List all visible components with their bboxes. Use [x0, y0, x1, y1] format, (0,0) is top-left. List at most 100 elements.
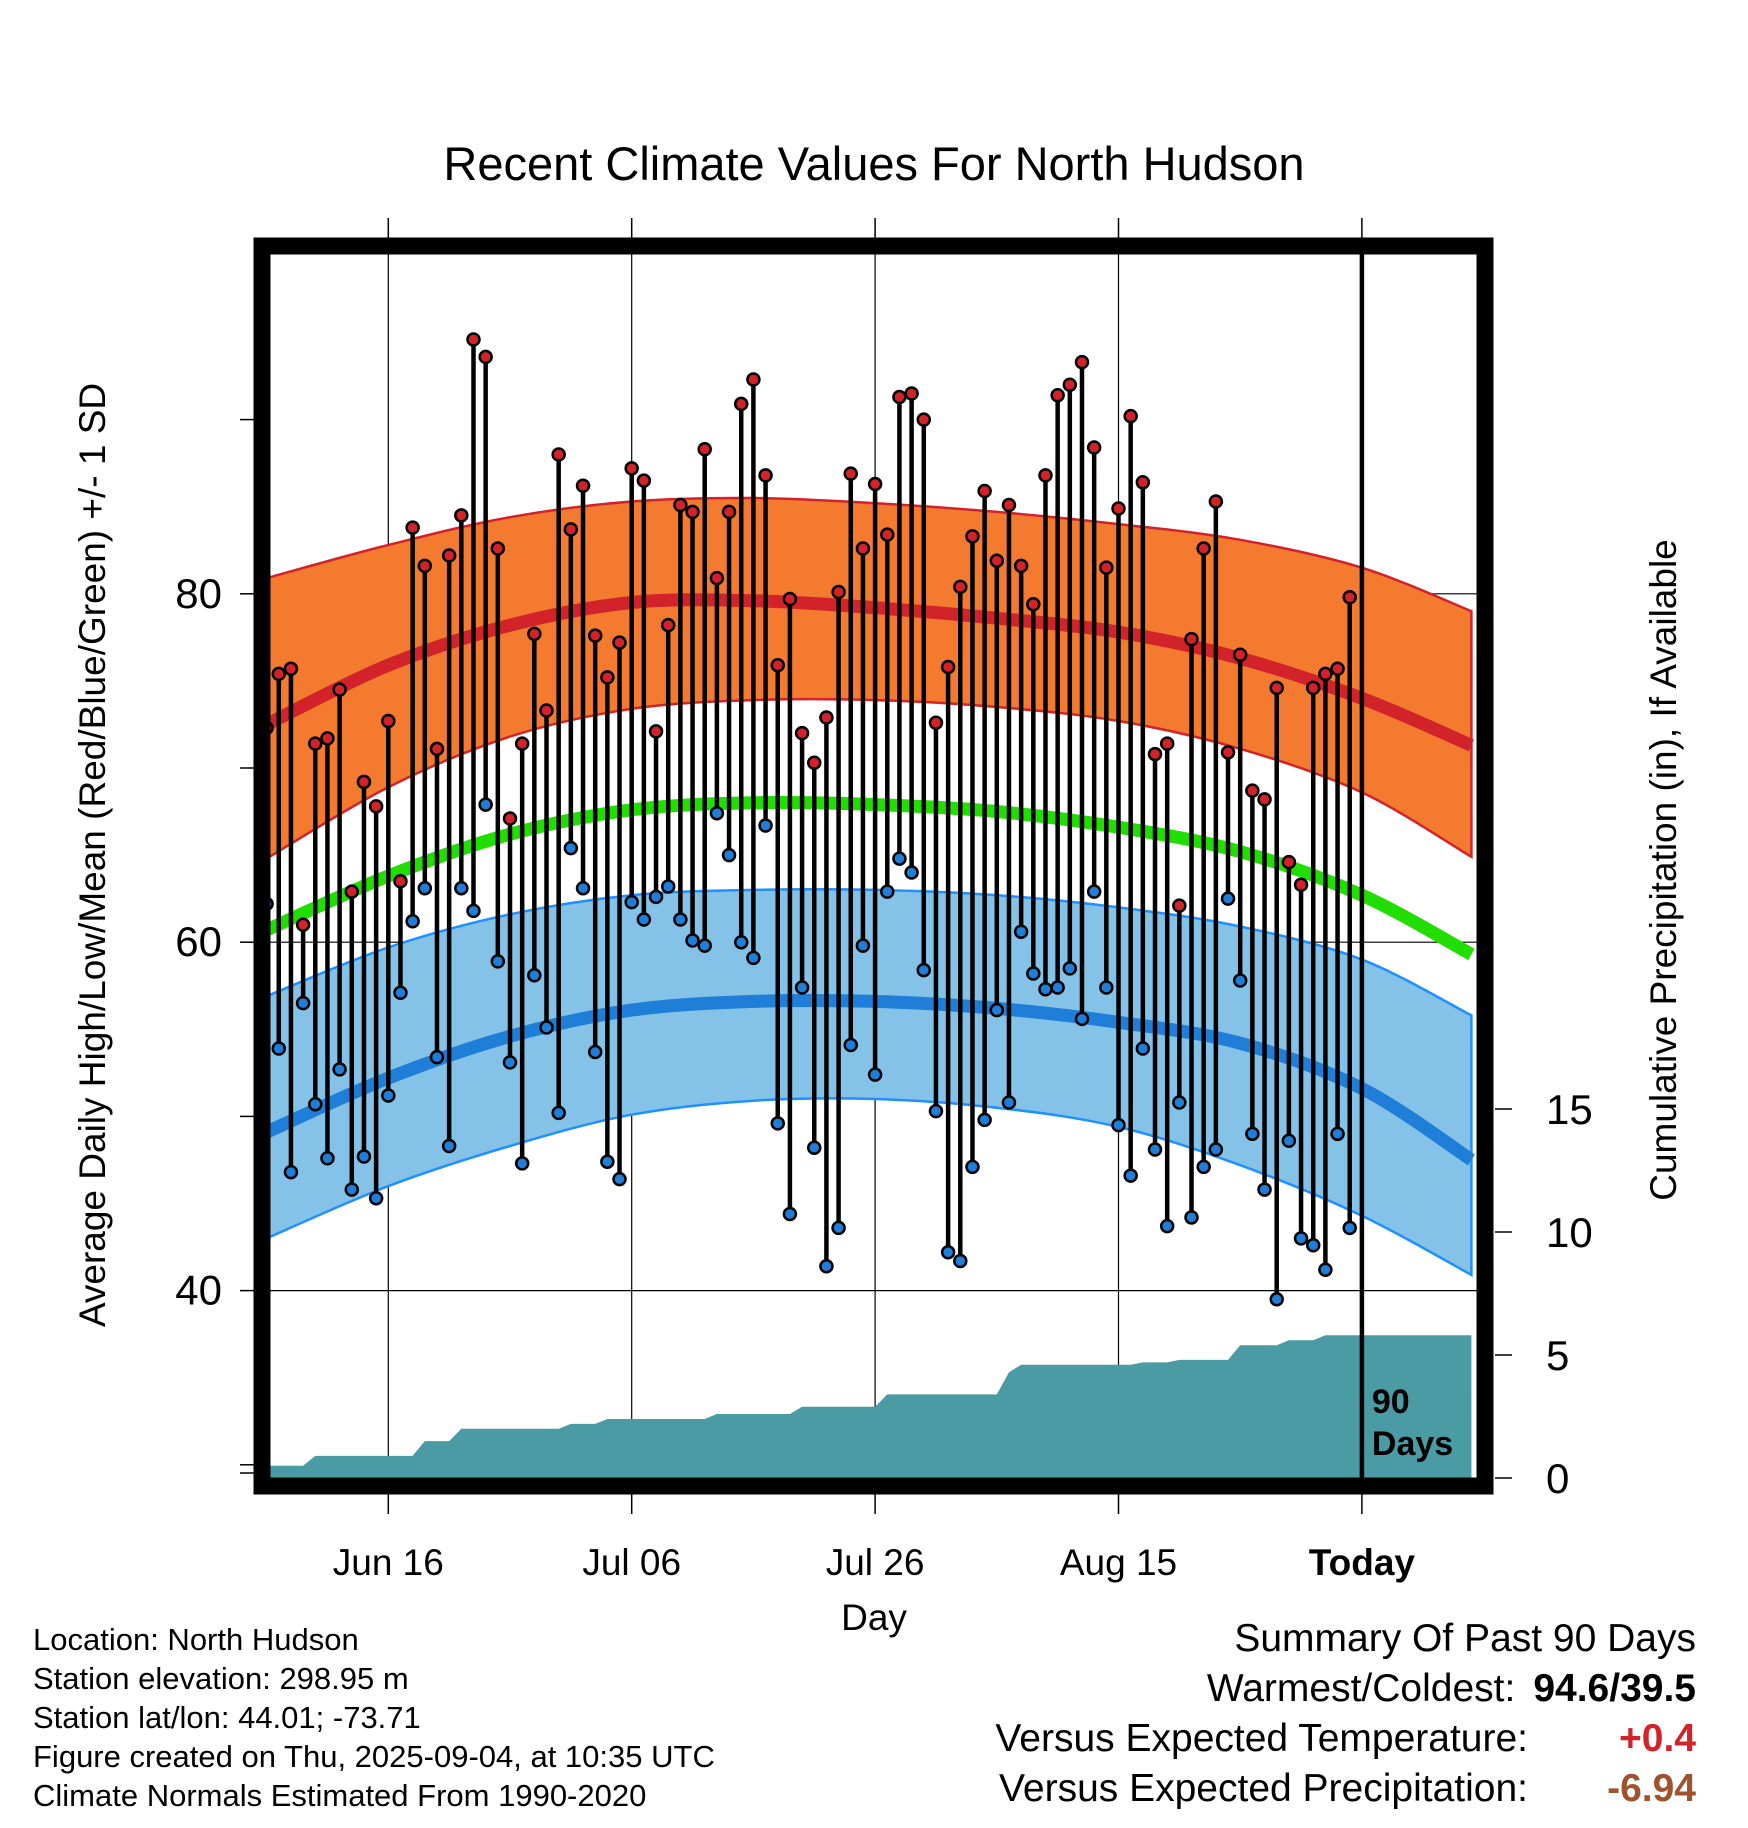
low-point: [1208, 1142, 1224, 1157]
high-point: [1062, 377, 1078, 393]
y2-tick-label: 15: [1546, 1086, 1593, 1133]
low-point: [758, 818, 773, 833]
low-point: [514, 1156, 530, 1171]
high-point: [636, 473, 652, 488]
high-point: [368, 799, 384, 814]
warmest-label: Warmest/Coldest:: [1206, 1667, 1516, 1710]
high-point: [551, 447, 566, 462]
low-point: [344, 1182, 360, 1197]
high-point: [733, 396, 749, 412]
high-point: [429, 741, 445, 757]
low-point: [1330, 1126, 1345, 1142]
low-point: [587, 1044, 603, 1060]
low-point: [356, 1149, 372, 1164]
high-point: [819, 710, 834, 725]
x-tick-label: Jun 16: [333, 1542, 444, 1583]
temp-value: +0.4: [1619, 1717, 1696, 1760]
high-point: [1220, 745, 1236, 760]
warmest-value: 94.6/39.5: [1533, 1667, 1696, 1710]
plot-frame: [253, 237, 1494, 1495]
low-point: [1184, 1210, 1199, 1225]
high-point: [831, 584, 846, 600]
high-point: [1232, 647, 1248, 663]
low-point: [660, 879, 676, 894]
y-tick-label: 60: [175, 918, 222, 965]
high-point: [356, 774, 372, 790]
high-point: [843, 466, 859, 481]
low-point: [271, 1041, 287, 1056]
low-point: [283, 1164, 299, 1180]
low-point: [928, 1103, 944, 1119]
high-point: [1208, 494, 1224, 509]
high-point: [624, 461, 639, 476]
high-point: [709, 570, 725, 586]
high-point: [295, 917, 311, 933]
low-point: [1086, 884, 1102, 899]
y-axis-label: Average Daily High/Low/Mean (Red/Blue/Gr…: [72, 383, 113, 1327]
high-point: [332, 682, 347, 697]
low-point: [831, 1220, 846, 1236]
low-point: [1245, 1126, 1260, 1142]
low-point: [636, 912, 652, 927]
high-point: [466, 332, 481, 347]
high-point: [1135, 475, 1151, 490]
high-point: [1269, 680, 1284, 696]
low-point: [1147, 1142, 1163, 1157]
high-point: [648, 724, 664, 739]
low-point: [1123, 1168, 1138, 1183]
high-point: [1281, 854, 1297, 870]
low-point: [916, 962, 932, 978]
low-point: [904, 865, 919, 880]
low-point: [794, 980, 810, 995]
high-point: [977, 483, 992, 499]
summary-panel: Summary Of Past 90 Days Warmest/Coldest:…: [995, 1614, 1696, 1814]
low-point: [746, 950, 761, 966]
low-point: [1074, 1011, 1090, 1027]
high-point: [612, 635, 627, 650]
latlon-text: Station lat/lon: 44.01; -73.71: [33, 1700, 421, 1735]
precip-label: Versus Expected Precipitation:: [999, 1767, 1528, 1810]
high-point: [587, 628, 603, 643]
low-point: [1159, 1218, 1175, 1234]
low-point: [295, 995, 311, 1011]
high-point: [478, 349, 493, 365]
low-point: [940, 1245, 956, 1260]
high-point: [1038, 468, 1053, 483]
low-point: [892, 851, 907, 866]
low-point: [965, 1159, 980, 1175]
high-point: [928, 715, 944, 730]
high-point: [746, 372, 761, 387]
high-point: [1099, 560, 1114, 575]
low-point: [1013, 924, 1029, 939]
low-point: [612, 1171, 627, 1187]
high-point: [965, 529, 980, 544]
high-point: [940, 659, 956, 675]
summary-title: Summary Of Past 90 Days: [1234, 1617, 1696, 1660]
low-point: [721, 847, 737, 863]
low-point: [1220, 891, 1236, 906]
high-point: [989, 553, 1005, 568]
temp-label: Versus Expected Temperature:: [995, 1717, 1528, 1760]
y2-tick-label: 5: [1546, 1332, 1569, 1379]
low-point: [709, 806, 725, 821]
high-point: [1245, 783, 1260, 798]
high-point: [1184, 631, 1199, 647]
low-point: [441, 1138, 457, 1154]
high-point: [904, 386, 919, 401]
high-point: [1050, 387, 1065, 403]
low-point: [624, 894, 639, 910]
elevation-text: Station elevation: 298.95 m: [33, 1661, 409, 1696]
low-point: [308, 1096, 323, 1112]
low-point: [1305, 1238, 1321, 1253]
high-point: [880, 527, 895, 542]
low-point: [417, 880, 433, 896]
y2-tick-label: 0: [1546, 1455, 1569, 1502]
low-point: [320, 1150, 335, 1166]
high-point: [454, 508, 469, 523]
station-info: Location: North Hudson Station elevation…: [33, 1620, 715, 1815]
low-point: [1232, 973, 1248, 988]
high-point: [441, 548, 457, 563]
high-point: [344, 884, 360, 899]
low-point: [1099, 980, 1114, 995]
high-point: [770, 657, 785, 673]
